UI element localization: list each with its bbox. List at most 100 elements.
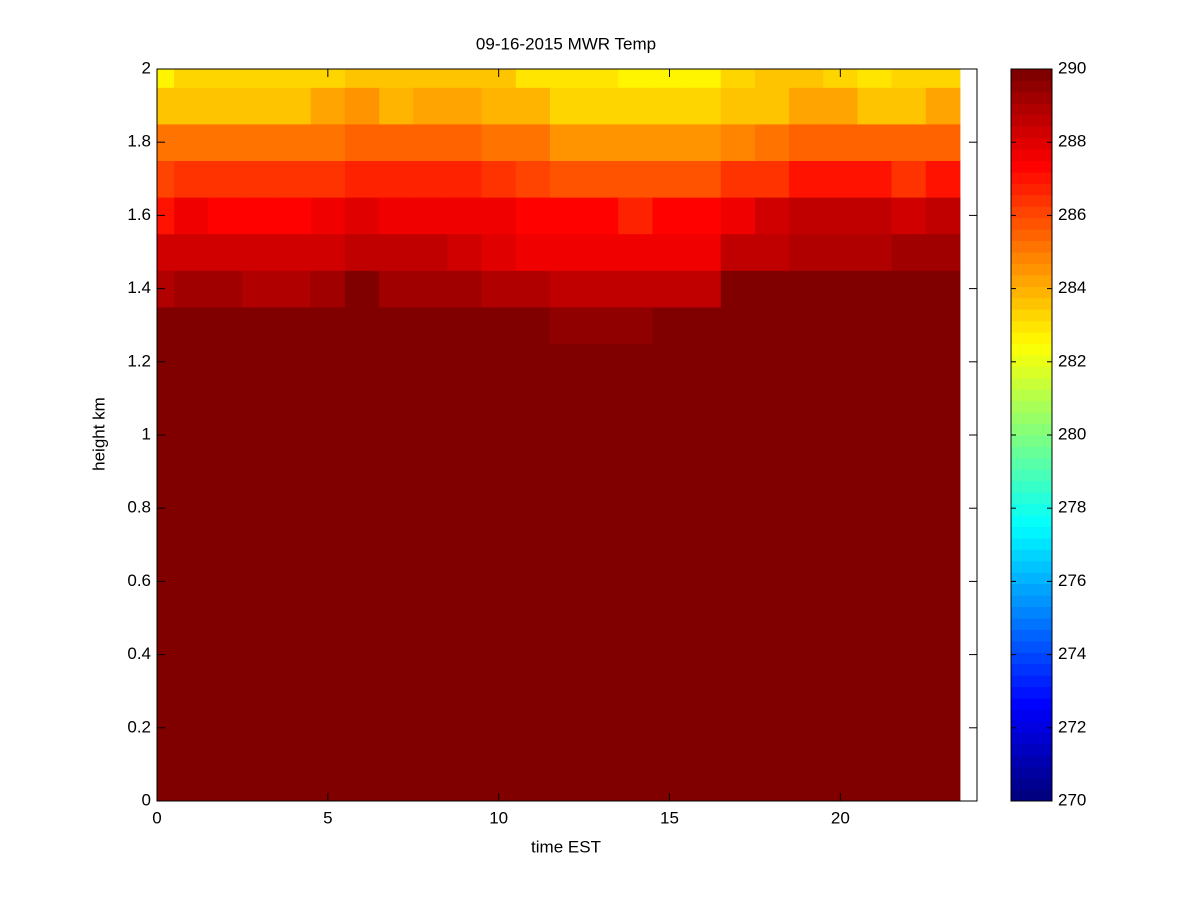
heatmap-cell [481,343,517,802]
heatmap-cell [208,233,243,271]
heatmap-cell [413,123,448,161]
heatmap-cell [618,87,653,125]
heatmap-cell [481,270,517,308]
heatmap-cell [618,306,653,344]
heatmap-cell [686,87,722,125]
heatmap-cell [344,270,380,308]
colorbar-swatch [1011,618,1052,630]
heatmap-cell [447,69,483,88]
heatmap-cell [379,160,414,198]
heatmap-cell [310,197,346,235]
heatmap-cell [310,306,346,344]
colorbar-swatch [1011,400,1052,413]
heatmap-cell [310,270,346,308]
colorbar-swatch [1011,389,1052,402]
heatmap-cell [925,69,961,88]
heatmap-cell [925,270,961,308]
colorbar-swatch [1011,595,1052,608]
colorbar-swatch [1011,435,1052,447]
heatmap-cell [789,123,824,161]
heatmap-cell [686,123,722,161]
heatmap-cell [413,306,448,344]
heatmap-cell [891,87,927,125]
heatmap-cell [344,306,380,344]
heatmap-cell [174,123,209,161]
heatmap-cell [686,306,722,344]
heatmap-cell [242,197,278,235]
heatmap-cell [618,270,653,308]
heatmap-cell [515,270,551,308]
heatmap-cell [925,160,961,198]
heatmap-cell [789,160,824,198]
heatmap-cell [618,123,653,161]
heatmap-cell [344,343,380,802]
heatmap-cell [379,87,414,125]
colorbar-swatch [1011,309,1052,322]
heatmap-cell [157,123,175,161]
colorbar-tick-label: 280 [1058,424,1086,443]
heatmap-cell [344,160,380,198]
heatmap-cell [754,160,790,198]
colorbar-swatch [1011,126,1052,139]
colorbar-swatch [1011,103,1052,116]
heatmap-cell [481,306,517,344]
heatmap-cell [344,69,380,88]
colorbar-swatch [1011,332,1052,344]
heatmap-cell [857,197,893,235]
colorbar-swatch [1011,240,1052,253]
heatmap-cell [276,160,312,198]
heatmap-cell [584,343,619,802]
heatmap-cell [242,123,278,161]
heatmap-cell [584,87,619,125]
heatmap-cell [891,123,927,161]
colorbar-swatch [1011,206,1052,219]
heatmap-cell [720,306,756,344]
heatmap-cell [515,197,551,235]
heatmap-cell [584,123,619,161]
heatmap-cell [208,343,243,802]
heatmap-cell [413,233,448,271]
heatmap-cell [891,270,927,308]
colorbar-swatch [1011,675,1052,688]
heatmap-cell [584,306,619,344]
heatmap-cell [584,197,619,235]
heatmap-cell [208,160,243,198]
heatmap-cell [789,270,824,308]
x-tick-label: 20 [831,808,850,827]
colorbar-swatch [1011,789,1052,802]
heatmap-cell [754,87,790,125]
colorbar-tick-label: 288 [1058,132,1086,151]
heatmap-cell [823,270,858,308]
heatmap-cell [276,197,312,235]
y-tick-label: 2 [142,58,151,77]
colorbar-tick-label: 290 [1058,58,1086,77]
heatmap-cell [925,87,961,125]
y-tick-label: 0.4 [127,644,151,663]
heatmap-cell [413,270,448,308]
x-tick-label: 0 [152,808,161,827]
heatmap-cell [276,270,312,308]
heatmap-cell [157,306,175,344]
heatmap-cell [276,69,312,88]
heatmap-cell [447,197,483,235]
colorbar-swatch [1011,194,1052,207]
heatmap-cell [242,69,278,88]
heatmap-cell [174,69,209,88]
heatmap-cell [925,233,961,271]
heatmap-cell [208,270,243,308]
heatmap-cell [515,233,551,271]
heatmap-cell [584,160,619,198]
y-tick-label: 1.6 [127,205,151,224]
colorbar-swatch [1011,252,1052,264]
heatmap-cell [310,343,346,802]
heatmap-cell [276,343,312,802]
heatmap-cell [857,343,893,802]
heatmap-cell [481,69,517,88]
heatmap-cell [310,69,346,88]
heatmap-cell [379,270,414,308]
heatmap-cell [686,69,722,88]
colorbar-swatch [1011,766,1052,779]
heatmap-cell [686,343,722,802]
colorbar-swatch [1011,686,1052,699]
heatmap-cell [276,123,312,161]
